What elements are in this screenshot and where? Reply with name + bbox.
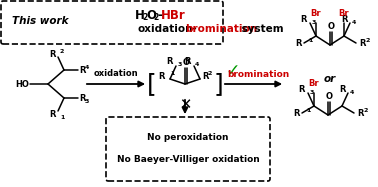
Text: H: H — [135, 8, 145, 22]
Text: bromination: bromination — [228, 70, 290, 79]
Text: No peroxidation: No peroxidation — [147, 133, 229, 142]
Text: 4: 4 — [350, 90, 355, 94]
Text: oxidation: oxidation — [94, 69, 138, 78]
Text: 2: 2 — [208, 70, 212, 76]
Text: R: R — [79, 94, 85, 102]
Text: ]: ] — [213, 72, 223, 96]
Text: R: R — [202, 71, 209, 80]
Text: 4: 4 — [195, 62, 199, 67]
FancyBboxPatch shape — [1, 1, 223, 44]
Text: R: R — [293, 108, 300, 117]
Text: [: [ — [147, 72, 157, 96]
Text: bromination: bromination — [185, 24, 257, 34]
Text: HO: HO — [15, 79, 29, 88]
Text: No Baeyer-Villiger oxidation: No Baeyer-Villiger oxidation — [117, 154, 259, 163]
Text: 3: 3 — [312, 19, 316, 24]
Text: 2: 2 — [153, 13, 158, 22]
Text: R: R — [359, 39, 366, 47]
Text: system: system — [238, 24, 284, 34]
Text: ✕: ✕ — [179, 97, 191, 113]
Text: 2: 2 — [363, 108, 367, 113]
Text: R: R — [50, 50, 56, 59]
Text: 2: 2 — [142, 13, 147, 22]
FancyBboxPatch shape — [106, 117, 270, 181]
Text: 4: 4 — [352, 19, 356, 24]
Text: oxidation-: oxidation- — [138, 24, 198, 34]
Text: 2: 2 — [365, 38, 369, 42]
Text: -: - — [157, 8, 162, 22]
Text: This work: This work — [12, 16, 68, 26]
Text: R: R — [296, 39, 302, 47]
Text: R: R — [301, 15, 307, 24]
Text: O: O — [183, 57, 189, 67]
Text: 3: 3 — [178, 62, 182, 67]
Text: R: R — [339, 85, 346, 94]
Text: R: R — [50, 110, 56, 119]
Text: O: O — [146, 8, 156, 22]
Text: 4: 4 — [85, 65, 89, 70]
Text: R: R — [184, 56, 191, 65]
Text: or: or — [324, 74, 336, 84]
Text: R: R — [79, 65, 85, 74]
Text: Br: Br — [309, 79, 319, 88]
Text: O: O — [325, 91, 333, 100]
Text: 3: 3 — [310, 90, 314, 94]
Text: 1: 1 — [170, 70, 174, 76]
Text: 1: 1 — [308, 38, 312, 42]
Text: ✓: ✓ — [225, 62, 240, 80]
Text: 3: 3 — [85, 99, 89, 103]
Text: R: R — [299, 85, 305, 94]
Text: R: R — [158, 71, 165, 80]
Text: R: R — [341, 15, 348, 24]
Text: O: O — [327, 22, 335, 30]
Text: HBr: HBr — [161, 8, 186, 22]
Text: Br: Br — [311, 9, 321, 18]
Text: Br: Br — [339, 9, 349, 18]
Text: 2: 2 — [60, 48, 64, 53]
Text: 1: 1 — [60, 114, 64, 119]
Text: 1: 1 — [306, 108, 310, 113]
Text: R: R — [166, 56, 173, 65]
Text: R: R — [357, 108, 364, 117]
